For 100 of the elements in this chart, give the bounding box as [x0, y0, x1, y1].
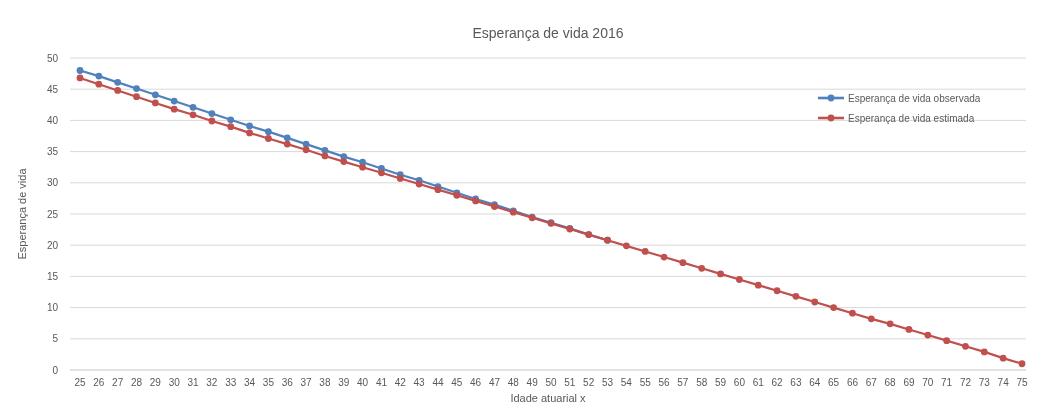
x-tick-label: 63 [790, 377, 802, 388]
x-tick-label: 43 [413, 377, 426, 388]
x-tick-label: 30 [168, 377, 181, 388]
y-tick-label: 15 [46, 270, 59, 282]
point [189, 103, 197, 111]
x-tick-label: 62 [771, 377, 784, 388]
x-tick-label: 29 [149, 377, 162, 388]
y-tick-label: 50 [46, 52, 59, 64]
x-tick-label: 48 [507, 377, 520, 388]
point [265, 135, 272, 142]
point [151, 91, 159, 99]
x-tick-label: 53 [601, 377, 614, 388]
point [886, 320, 894, 328]
x-tick-label: 49 [526, 377, 539, 388]
point [227, 123, 235, 131]
x-tick-label: 44 [432, 377, 444, 388]
point [622, 242, 630, 250]
x-tick-label: 64 [809, 377, 821, 388]
point [170, 105, 178, 113]
x-axis-title: Idade atuarial x [510, 392, 587, 404]
x-tick-label: 40 [357, 377, 369, 388]
x-tick-label: 45 [451, 377, 463, 388]
point [717, 270, 724, 278]
y-tick-label: 25 [46, 208, 59, 220]
x-tick-label: 27 [112, 377, 124, 388]
x-tick-label: 57 [677, 377, 689, 388]
x-tick-label: 59 [715, 377, 727, 388]
point [246, 129, 253, 137]
point [283, 140, 291, 148]
point [76, 74, 84, 82]
x-tick-label: 39 [338, 377, 350, 388]
point [867, 315, 875, 323]
x-tick-label: 60 [733, 377, 746, 388]
point [227, 116, 235, 124]
x-tick-label: 61 [752, 377, 765, 388]
point [924, 331, 932, 339]
point [246, 122, 253, 130]
x-tick-label: 69 [903, 377, 915, 388]
point [773, 287, 781, 295]
point [830, 304, 837, 311]
point [1018, 360, 1026, 368]
x-tick-label: 68 [884, 377, 897, 388]
x-tick-label: 47 [488, 377, 501, 388]
x-tick-label: 51 [564, 377, 576, 388]
point [114, 78, 122, 86]
point [208, 117, 216, 125]
point [415, 180, 423, 188]
point [133, 93, 140, 101]
x-tick-label: 66 [846, 377, 859, 388]
point [943, 337, 951, 345]
x-tick-label: 56 [658, 377, 671, 388]
x-tick-label: 42 [394, 377, 407, 388]
x-tick-label: 32 [206, 377, 218, 388]
chart-title: Esperança de vida 2016 [472, 25, 624, 41]
legend-label: Esperança de vida observada [848, 92, 981, 104]
point [811, 298, 819, 306]
x-tick-label: 65 [828, 377, 840, 388]
y-tick-label: 20 [46, 239, 59, 251]
point [95, 80, 103, 88]
x-tick-label: 58 [696, 377, 708, 388]
point [151, 99, 159, 107]
point [378, 169, 385, 177]
point [962, 342, 969, 350]
y-tick-label: 40 [46, 114, 59, 126]
x-tick-label: 50 [545, 377, 557, 388]
x-tick-label: 31 [187, 377, 200, 388]
y-tick-label: 45 [46, 83, 59, 95]
x-tick-label: 71 [941, 377, 953, 388]
point [754, 281, 762, 289]
point [340, 158, 348, 165]
point [321, 146, 329, 154]
x-tick-label: 26 [93, 377, 105, 388]
y-tick-label: 35 [46, 146, 59, 158]
point [170, 97, 178, 105]
x-tick-label: 37 [300, 377, 313, 388]
point [321, 152, 329, 160]
point [396, 175, 404, 182]
x-tick-label: 36 [281, 377, 294, 388]
point [980, 348, 988, 356]
point [641, 248, 649, 255]
x-tick-label: 34 [244, 377, 256, 388]
x-tick-label: 72 [959, 377, 972, 388]
legend-label: Esperança de vida estimada [848, 112, 975, 124]
x-tick-label: 46 [470, 377, 482, 388]
point [434, 186, 442, 194]
x-tick-label: 28 [130, 377, 143, 388]
point [679, 259, 687, 267]
point [283, 134, 291, 142]
x-tick-label: 74 [997, 377, 1010, 388]
point [114, 87, 122, 94]
y-tick-label: 5 [52, 333, 59, 345]
y-tick-label: 0 [52, 364, 59, 376]
point [189, 111, 197, 119]
point [76, 67, 84, 74]
point [265, 128, 272, 136]
x-tick-label: 41 [375, 377, 388, 388]
point [792, 292, 800, 300]
point [95, 72, 103, 80]
x-tick-label: 52 [583, 377, 595, 388]
y-axis-title: Esperança de vida [16, 167, 28, 260]
